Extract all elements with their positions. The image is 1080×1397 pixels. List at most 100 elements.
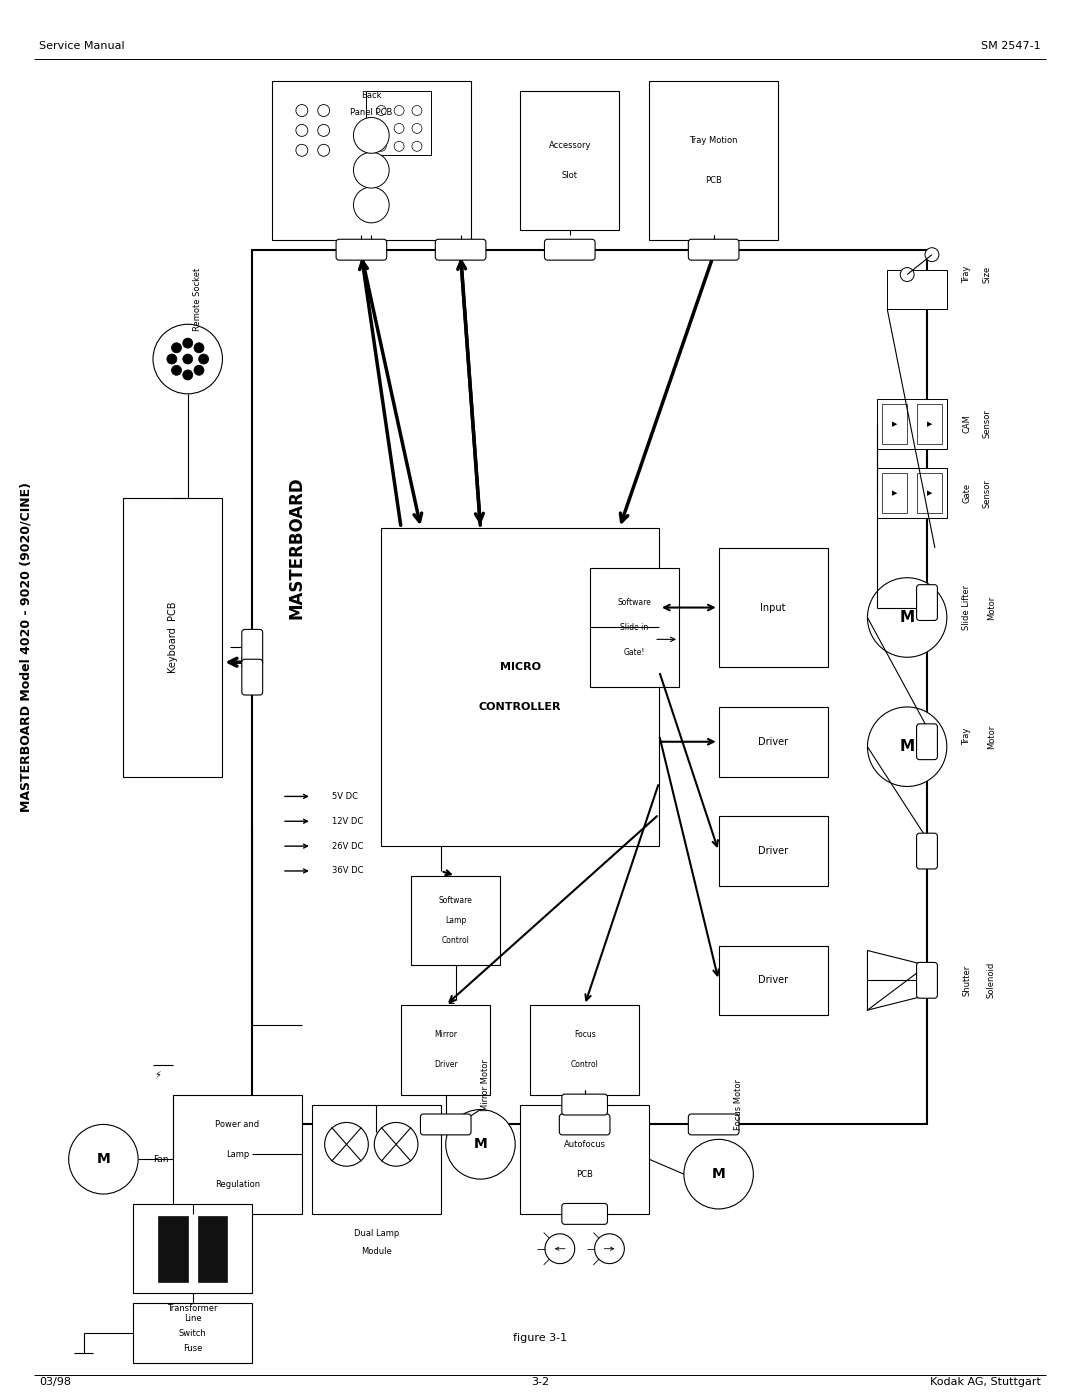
Circle shape [318, 105, 329, 116]
Text: M: M [712, 1166, 726, 1180]
Text: ⚡: ⚡ [154, 1070, 161, 1080]
FancyBboxPatch shape [242, 659, 262, 696]
Text: Motor: Motor [987, 595, 996, 620]
Circle shape [172, 342, 181, 353]
Text: M: M [96, 1153, 110, 1166]
Text: Service Manual: Service Manual [39, 41, 124, 50]
Bar [133, 1303, 253, 1363]
Text: figure 3-1: figure 3-1 [513, 1333, 567, 1343]
Bar [173, 1095, 301, 1214]
Circle shape [183, 338, 192, 348]
Text: Focus Motor: Focus Motor [734, 1078, 743, 1130]
Circle shape [901, 268, 914, 282]
Bar [133, 1204, 253, 1294]
Bar [888, 270, 947, 309]
Text: Driver: Driver [434, 1060, 458, 1069]
FancyBboxPatch shape [435, 239, 486, 260]
Circle shape [353, 117, 389, 154]
Text: 12V DC: 12V DC [332, 817, 363, 826]
Bar [718, 946, 827, 1016]
Text: Size: Size [982, 265, 991, 284]
Bar [718, 548, 827, 668]
Circle shape [318, 124, 329, 137]
Text: Fan: Fan [153, 1155, 168, 1164]
Text: ▶: ▶ [892, 420, 897, 426]
Polygon shape [867, 950, 927, 1010]
FancyBboxPatch shape [242, 630, 262, 665]
Text: Input: Input [760, 602, 786, 612]
Text: Control: Control [570, 1060, 598, 1069]
Text: 36V DC: 36V DC [332, 866, 363, 876]
Circle shape [353, 187, 389, 224]
Circle shape [376, 141, 387, 151]
Circle shape [318, 144, 329, 156]
Text: Sensor: Sensor [982, 479, 991, 507]
Circle shape [199, 353, 208, 365]
FancyBboxPatch shape [917, 833, 937, 869]
Circle shape [296, 124, 308, 137]
Text: Fuse: Fuse [183, 1344, 202, 1352]
Circle shape [167, 353, 177, 365]
Text: Slide in: Slide in [620, 623, 648, 631]
Text: Driver: Driver [758, 736, 788, 747]
Text: Software: Software [618, 598, 651, 608]
Text: SM 2547-1: SM 2547-1 [982, 41, 1041, 50]
Text: Line: Line [184, 1313, 202, 1323]
Bar [718, 816, 827, 886]
FancyBboxPatch shape [336, 239, 387, 260]
Text: Gate: Gate [962, 483, 971, 503]
Circle shape [353, 152, 389, 189]
Text: Motor: Motor [987, 725, 996, 749]
Text: Software: Software [438, 897, 473, 905]
Bar [649, 81, 779, 240]
Text: Keyboard  PCB: Keyboard PCB [167, 602, 178, 673]
Text: MICRO: MICRO [500, 662, 541, 672]
Text: Slide Lifter: Slide Lifter [962, 585, 971, 630]
Circle shape [411, 106, 422, 116]
Text: Tray: Tray [962, 265, 971, 284]
Text: Mirror: Mirror [434, 1031, 457, 1039]
Bar [401, 1006, 490, 1095]
FancyBboxPatch shape [688, 1113, 739, 1134]
Circle shape [375, 1122, 418, 1166]
Text: Autofocus: Autofocus [564, 1140, 606, 1148]
Circle shape [325, 1122, 368, 1166]
FancyBboxPatch shape [917, 963, 937, 999]
Circle shape [411, 123, 422, 133]
Text: Shutter: Shutter [962, 965, 971, 996]
FancyBboxPatch shape [559, 1113, 610, 1134]
Bar [158, 1215, 188, 1281]
Circle shape [394, 106, 404, 116]
Bar [366, 91, 431, 155]
Bar [718, 707, 827, 777]
Circle shape [376, 123, 387, 133]
Text: Lamp: Lamp [226, 1150, 249, 1158]
Bar [882, 474, 907, 513]
Text: ▶: ▶ [927, 490, 932, 496]
Text: Switch: Switch [179, 1329, 206, 1338]
Bar [882, 404, 907, 443]
Circle shape [394, 141, 404, 151]
FancyBboxPatch shape [420, 1113, 471, 1134]
Text: Tray: Tray [962, 728, 971, 746]
Text: Regulation: Regulation [215, 1179, 260, 1189]
Circle shape [153, 324, 222, 394]
Circle shape [545, 1234, 575, 1264]
Bar [917, 474, 942, 513]
FancyBboxPatch shape [917, 585, 937, 620]
Bar [530, 1006, 639, 1095]
Text: PCB: PCB [705, 176, 723, 184]
Circle shape [194, 342, 204, 353]
Text: Tray Motion: Tray Motion [689, 136, 738, 145]
Text: M: M [900, 610, 915, 624]
Text: Remote Socket: Remote Socket [193, 268, 202, 331]
Text: Kodak AG, Stuttgart: Kodak AG, Stuttgart [930, 1377, 1041, 1387]
Text: ▶: ▶ [927, 420, 932, 426]
Circle shape [446, 1109, 515, 1179]
Circle shape [183, 370, 192, 380]
FancyBboxPatch shape [544, 239, 595, 260]
Text: PCB: PCB [577, 1169, 593, 1179]
Bar [521, 1105, 649, 1214]
Text: Module: Module [361, 1248, 392, 1256]
Circle shape [183, 353, 192, 365]
